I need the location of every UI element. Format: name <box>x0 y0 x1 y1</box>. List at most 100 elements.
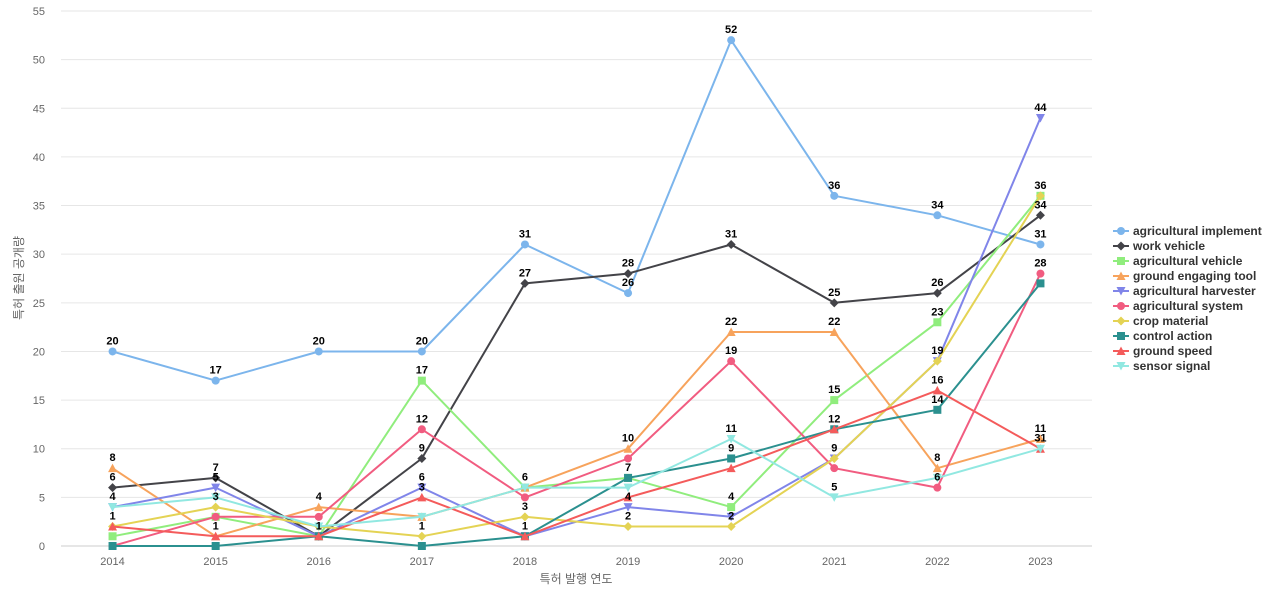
data-point[interactable] <box>520 493 529 502</box>
data-point[interactable] <box>623 444 633 453</box>
data-point[interactable] <box>417 483 427 493</box>
data-point[interactable] <box>623 522 633 532</box>
data-point[interactable] <box>932 463 942 473</box>
data-point[interactable] <box>417 376 426 385</box>
data-point[interactable] <box>1035 114 1045 123</box>
data-point[interactable] <box>1035 191 1045 201</box>
legend-marker[interactable] <box>1116 287 1126 296</box>
data-point[interactable] <box>1036 269 1045 278</box>
data-point[interactable] <box>829 298 839 308</box>
data-point[interactable] <box>623 483 633 493</box>
data-point[interactable] <box>108 503 118 512</box>
data-point[interactable] <box>830 464 839 473</box>
data-point[interactable] <box>623 269 633 279</box>
data-point[interactable] <box>624 454 633 463</box>
data-point[interactable] <box>211 502 221 512</box>
data-point[interactable] <box>933 318 942 327</box>
legend-marker[interactable] <box>1117 257 1125 265</box>
data-point[interactable] <box>727 503 736 512</box>
data-point[interactable] <box>727 36 736 45</box>
data-point[interactable] <box>623 492 633 502</box>
data-point[interactable] <box>726 327 736 337</box>
data-point[interactable] <box>108 347 117 356</box>
legend-marker[interactable] <box>1116 362 1126 371</box>
data-point[interactable] <box>727 357 736 366</box>
legend-item[interactable]: crop material <box>1113 314 1208 328</box>
data-point[interactable] <box>108 542 117 550</box>
data-point[interactable] <box>417 425 426 434</box>
data-point[interactable] <box>932 356 942 366</box>
series-line[interactable] <box>111 331 1041 538</box>
data-point[interactable] <box>829 327 839 337</box>
data-point[interactable] <box>829 493 839 502</box>
data-point[interactable] <box>314 522 324 532</box>
data-point[interactable] <box>314 531 324 541</box>
series-line[interactable] <box>112 389 1041 538</box>
data-point[interactable] <box>726 512 736 522</box>
legend-marker[interactable] <box>1117 227 1125 235</box>
data-point[interactable] <box>314 502 324 512</box>
data-point[interactable] <box>417 453 427 463</box>
data-point[interactable] <box>1036 279 1045 288</box>
legend-item[interactable]: agricultural system <box>1113 299 1243 313</box>
data-point[interactable] <box>933 211 942 220</box>
data-point[interactable] <box>726 435 736 444</box>
data-point[interactable] <box>1036 240 1045 249</box>
data-point[interactable] <box>108 522 118 531</box>
data-point[interactable] <box>211 531 221 541</box>
legend-item[interactable]: work vehicle <box>1113 239 1205 253</box>
data-point[interactable] <box>211 483 221 493</box>
data-point[interactable] <box>623 503 633 512</box>
data-point[interactable] <box>727 454 736 463</box>
data-point[interactable] <box>624 473 633 482</box>
data-point[interactable] <box>520 278 530 288</box>
legend-item[interactable]: control action <box>1113 329 1212 343</box>
data-point[interactable] <box>829 424 839 434</box>
data-point[interactable] <box>108 483 118 493</box>
data-point[interactable] <box>726 522 736 532</box>
data-point[interactable] <box>1035 434 1045 444</box>
data-point[interactable] <box>830 191 839 200</box>
data-point[interactable] <box>1035 210 1045 220</box>
legend-item[interactable]: sensor signal <box>1113 359 1210 373</box>
data-point[interactable] <box>830 396 839 405</box>
data-point[interactable] <box>933 405 942 414</box>
series-line[interactable] <box>112 117 1042 538</box>
data-point[interactable] <box>417 531 427 541</box>
data-point[interactable] <box>624 289 633 298</box>
data-point[interactable] <box>932 288 942 298</box>
data-point[interactable] <box>417 492 427 502</box>
data-point[interactable] <box>520 512 530 522</box>
data-point[interactable] <box>1035 444 1045 454</box>
legend-marker[interactable] <box>1116 241 1126 251</box>
legend-marker[interactable] <box>1117 302 1125 310</box>
legend-marker[interactable] <box>1117 332 1125 340</box>
legend-marker[interactable] <box>1116 346 1126 356</box>
legend-item[interactable]: agricultural vehicle <box>1113 254 1243 268</box>
data-point[interactable] <box>932 473 942 483</box>
series-line[interactable] <box>112 438 1041 528</box>
series-line[interactable] <box>112 39 1041 382</box>
data-point[interactable] <box>211 512 220 521</box>
data-point[interactable] <box>417 542 426 550</box>
data-point[interactable] <box>211 542 220 550</box>
data-point[interactable] <box>933 483 942 492</box>
series-line[interactable] <box>112 214 1042 538</box>
data-point[interactable] <box>829 453 839 463</box>
data-point[interactable] <box>520 483 530 493</box>
data-point[interactable] <box>108 532 117 541</box>
data-point[interactable] <box>520 531 530 541</box>
series-line[interactable] <box>112 282 1042 547</box>
data-point[interactable] <box>417 512 427 522</box>
series-line[interactable] <box>112 195 1042 538</box>
legend-item[interactable]: agricultural harvester <box>1113 284 1256 298</box>
data-point[interactable] <box>932 385 942 395</box>
data-point[interactable] <box>211 473 221 483</box>
data-point[interactable] <box>417 347 426 356</box>
data-point[interactable] <box>108 463 118 473</box>
data-point[interactable] <box>726 463 736 473</box>
data-point[interactable] <box>211 376 220 385</box>
legend-item[interactable]: agricultural implement <box>1113 224 1262 238</box>
legend-marker[interactable] <box>1116 271 1126 281</box>
